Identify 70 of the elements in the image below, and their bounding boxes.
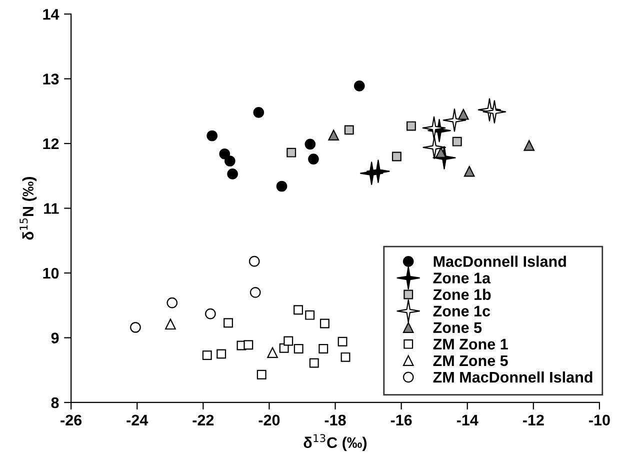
x-tick-label: -22 bbox=[192, 414, 214, 426]
legend-label: Zone 1b bbox=[433, 288, 491, 300]
point bbox=[392, 152, 402, 162]
point bbox=[166, 297, 178, 308]
x-tick-label: -24 bbox=[126, 414, 148, 426]
point bbox=[422, 116, 446, 140]
point bbox=[308, 154, 319, 164]
y-tick-label: 9 bbox=[51, 332, 59, 344]
point bbox=[482, 100, 506, 124]
x-tick-label: -14 bbox=[456, 414, 478, 426]
point bbox=[344, 125, 354, 135]
point bbox=[205, 308, 216, 320]
point bbox=[304, 138, 316, 150]
point bbox=[294, 344, 304, 354]
point bbox=[366, 160, 390, 184]
point bbox=[464, 166, 475, 177]
point bbox=[227, 168, 238, 180]
point bbox=[250, 287, 261, 298]
point bbox=[165, 318, 176, 330]
y-tick-label: 11 bbox=[44, 203, 59, 214]
y-tick-label: 14 bbox=[43, 9, 60, 20]
point bbox=[216, 349, 226, 359]
legend-label: Zone 5 bbox=[433, 322, 482, 334]
point bbox=[253, 107, 264, 118]
point bbox=[452, 136, 462, 146]
point bbox=[256, 370, 266, 380]
legend-label: Zone 1a bbox=[433, 272, 491, 284]
y-tick-label: 12 bbox=[43, 138, 59, 150]
point bbox=[318, 344, 328, 354]
point bbox=[248, 256, 260, 267]
y-tick-label: 8 bbox=[51, 397, 59, 408]
point bbox=[320, 318, 330, 328]
point bbox=[422, 136, 446, 160]
point bbox=[328, 130, 340, 141]
point bbox=[442, 108, 466, 132]
point bbox=[286, 148, 296, 158]
point bbox=[294, 305, 303, 315]
point bbox=[130, 322, 141, 333]
point bbox=[406, 121, 416, 131]
x-tick-label: -12 bbox=[522, 414, 544, 426]
point bbox=[524, 140, 535, 151]
legend-label: Zone 1c bbox=[433, 306, 490, 317]
legend-label: ZM Zone 1 bbox=[433, 338, 508, 350]
y-tick-label: 13 bbox=[43, 74, 59, 84]
legend-label: MacDonnell Island bbox=[434, 256, 566, 267]
point bbox=[305, 310, 315, 320]
point bbox=[224, 156, 236, 166]
legend-label: ZM MacDonnell Island bbox=[433, 371, 592, 383]
point bbox=[267, 347, 278, 358]
point bbox=[219, 148, 230, 160]
point bbox=[338, 336, 348, 346]
x-tick-label: -18 bbox=[324, 414, 346, 426]
point bbox=[458, 108, 469, 120]
point bbox=[244, 340, 254, 350]
x-tick-label: -26 bbox=[60, 414, 82, 426]
legend-label: ZM Zone 5 bbox=[433, 355, 508, 366]
point bbox=[309, 358, 319, 368]
point bbox=[206, 130, 218, 142]
x-tick-label: -20 bbox=[258, 414, 280, 426]
point bbox=[202, 350, 212, 360]
y-tick-label: 10 bbox=[43, 268, 59, 279]
point bbox=[276, 180, 288, 192]
point bbox=[224, 318, 233, 328]
point bbox=[284, 336, 294, 346]
x-axis-title: δ$^{13}$C (‰) bbox=[304, 434, 367, 452]
y-axis-title: δ$^{15}$N (‰) bbox=[20, 177, 37, 240]
point bbox=[354, 80, 365, 92]
x-tick-label: -10 bbox=[589, 414, 610, 426]
point bbox=[340, 352, 350, 362]
x-tick-label: -16 bbox=[390, 414, 412, 426]
